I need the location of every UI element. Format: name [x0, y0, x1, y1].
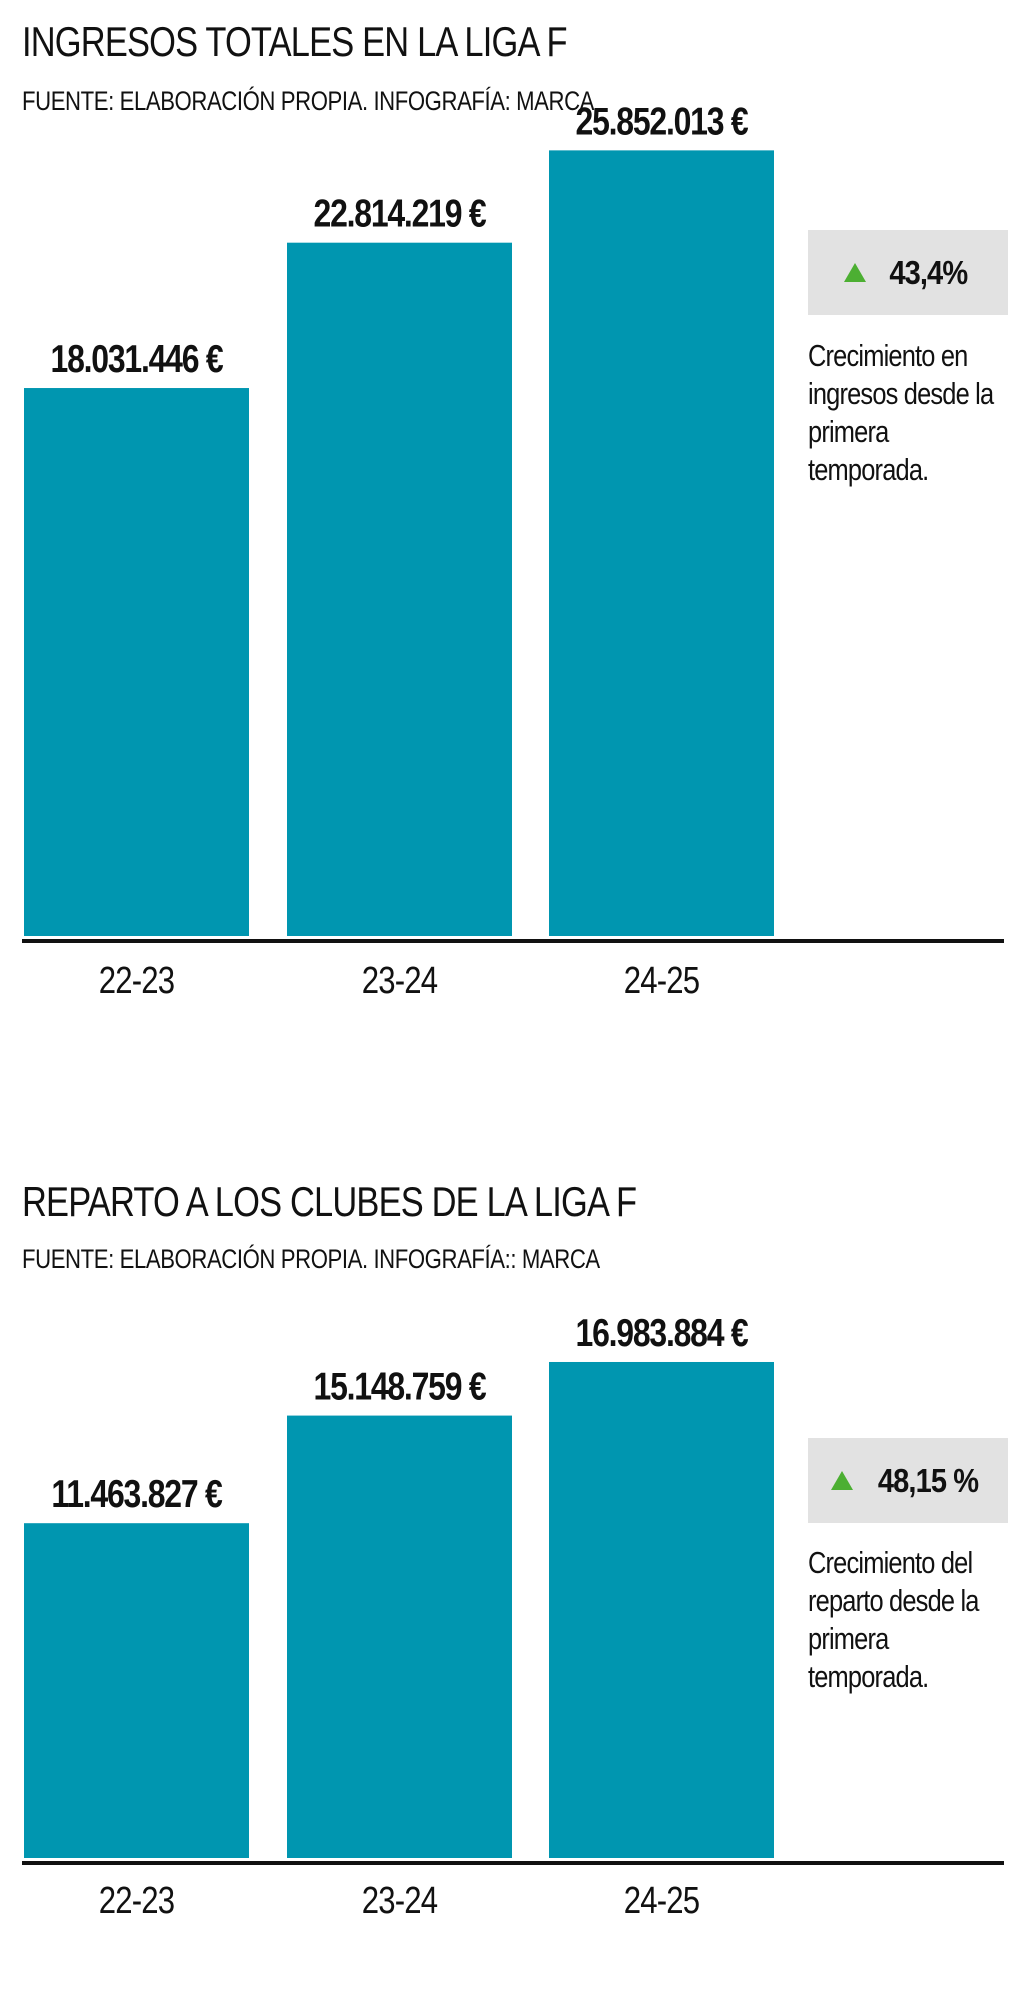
chart-title: REPARTO A LOS CLUBES DE LA LIGA F	[22, 1178, 637, 1225]
x-tick-label: 23-24	[362, 960, 438, 1002]
growth-note-line: temporada.	[808, 1659, 929, 1694]
growth-note-line: primera	[808, 414, 889, 449]
growth-note-line: primera	[808, 1621, 889, 1656]
bar-value-label: 18.031.446 €	[51, 337, 224, 381]
growth-note-line: ingresos desde la	[808, 376, 994, 411]
growth-badge: 48,15 %	[808, 1438, 1008, 1523]
bar-value-label: 25.852.013 €	[576, 99, 749, 143]
growth-note-line: temporada.	[808, 452, 929, 487]
x-tick-label: 24-25	[624, 1880, 700, 1922]
bar-value-label: 16.983.884 €	[576, 1311, 749, 1355]
chart-subtitle: FUENTE: ELABORACIÓN PROPIA. INFOGRAFÍA::…	[22, 1244, 600, 1274]
chart-reparto: REPARTO A LOS CLUBES DE LA LIGA F FUENTE…	[0, 1160, 1029, 2000]
growth-value: 43,4%	[889, 253, 968, 291]
growth-note-line: reparto desde la	[808, 1583, 979, 1618]
bar-22-23	[24, 1523, 249, 1858]
bar-23-24	[287, 1415, 512, 1858]
arrow-up-icon	[830, 1471, 853, 1490]
bar-24-25	[549, 1361, 774, 1858]
bar-plot: 11.463.827 € 22-23 15.148.759 € 23-24 16.983…	[22, 1311, 1004, 1922]
x-tick-label: 22-23	[99, 960, 175, 1002]
bar-value-label: 15.148.759 €	[314, 1365, 487, 1409]
bar-value-label: 22.814.219 €	[314, 192, 487, 236]
growth-note-line: Crecimiento del	[808, 1545, 973, 1580]
x-tick-label: 22-23	[99, 1880, 175, 1922]
growth-note-line: Crecimiento en	[808, 338, 968, 373]
bar-value-label: 11.463.827 €	[51, 1472, 223, 1516]
x-tick-label: 23-24	[362, 1880, 438, 1922]
bar-22-23	[24, 388, 249, 936]
arrow-up-icon	[843, 263, 866, 282]
bar-plot: 18.031.446 € 22-23 22.814.219 € 23-24 25.852…	[22, 99, 1004, 1002]
growth-note: Crecimiento en ingresos desde la primera…	[808, 337, 1023, 489]
bar-24-25	[549, 150, 774, 936]
x-tick-label: 24-25	[624, 960, 700, 1002]
bar-23-24	[287, 242, 512, 937]
growth-note: Crecimiento del reparto desde la primera…	[808, 1544, 1023, 1696]
growth-badge: 43,4%	[808, 230, 1008, 315]
chart-title: INGRESOS TOTALES EN LA LIGA F	[22, 18, 568, 65]
growth-value: 48,15 %	[877, 1461, 979, 1499]
chart-ingresos: INGRESOS TOTALES EN LA LIGA F FUENTE: EL…	[22, 18, 1023, 1002]
chart-subtitle: FUENTE: ELABORACIÓN PROPIA. INFOGRAFÍA: …	[22, 86, 595, 116]
